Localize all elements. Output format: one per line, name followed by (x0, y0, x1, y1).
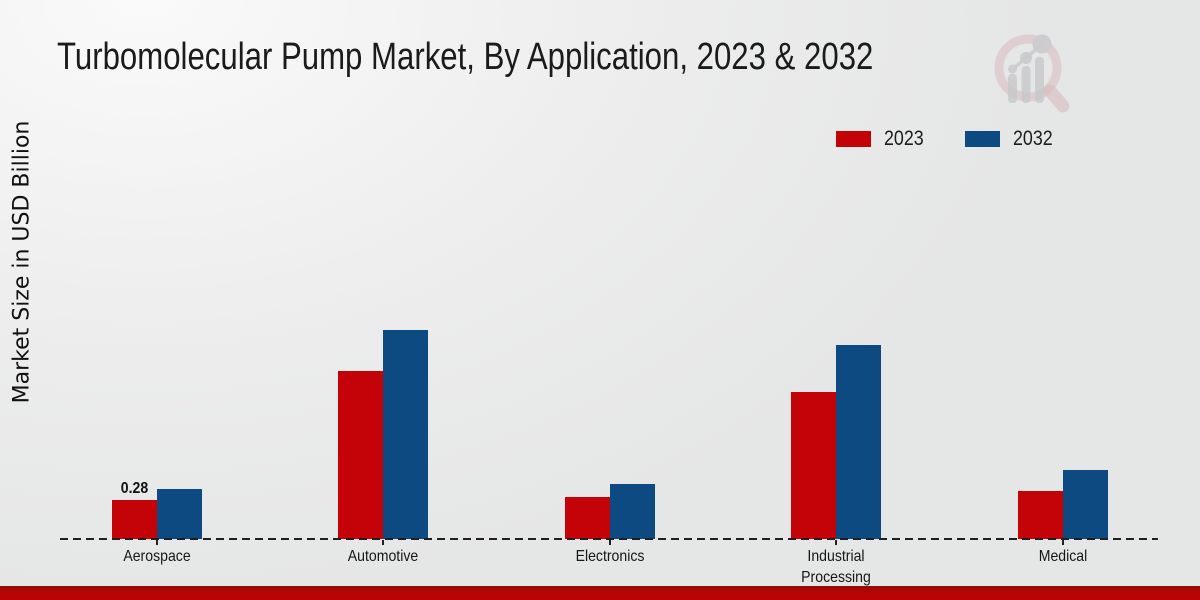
x-axis-tick-medical (1061, 540, 1064, 545)
bar-2023-electronics (564, 497, 610, 539)
x-axis-label-industrial-processing: Industrial Processing (801, 548, 871, 586)
watermark-bars (1008, 57, 1044, 103)
bar-2032-industrial-processing (836, 345, 881, 539)
x-axis-label-medical: Medical (1038, 548, 1087, 565)
x-axis-tick-industrial-processing (835, 540, 837, 545)
chart-title-text: Turbomolecular Pump Market, By Applicati… (57, 36, 874, 78)
legend-swatch-2032 (964, 131, 1000, 147)
legend-item-2032: 2032 (964, 127, 1060, 151)
bar-2032-automotive (383, 330, 428, 539)
legend-label-2023: 2023 (884, 127, 924, 150)
bar-2023-aerospace (111, 500, 157, 539)
bar-2032-electronics (609, 484, 655, 539)
bar-2032-aerospace (156, 489, 202, 539)
magnifier-handle (1043, 84, 1070, 113)
bar-2023-automotive (338, 371, 383, 539)
y-axis-label: Market Size in USD Billion (9, 120, 35, 404)
bar-2032-medical (1062, 470, 1108, 539)
watermark-dots (1008, 34, 1052, 74)
x-axis-baseline (60, 538, 1158, 540)
bar-2023-industrial-processing (791, 392, 836, 539)
legend-item-2023: 2023 (836, 127, 931, 151)
magnifier-bar-chart-watermark-icon (994, 34, 1070, 113)
x-axis-label-automotive: Automotive (347, 548, 419, 565)
x-axis-label-aerospace: Aerospace (122, 548, 191, 565)
legend-swatch-2023 (836, 131, 871, 147)
x-axis-tick-aerospace (155, 540, 158, 545)
bar-value-label-2023-aerospace: 0.28 (120, 480, 148, 497)
chart-title: Turbomolecular Pump Market, By Applicati… (57, 36, 1053, 79)
x-axis-tick-automotive (382, 540, 384, 545)
legend: 2023 2032 (836, 127, 1059, 151)
x-axis-label-electronics: Electronics (575, 548, 644, 565)
x-axis-tick-electronics (608, 540, 611, 545)
footer-red-band (0, 586, 1200, 600)
magnifier-ring (994, 34, 1062, 102)
bar-2023-medical (1017, 491, 1063, 539)
legend-label-2032: 2032 (1012, 127, 1053, 150)
